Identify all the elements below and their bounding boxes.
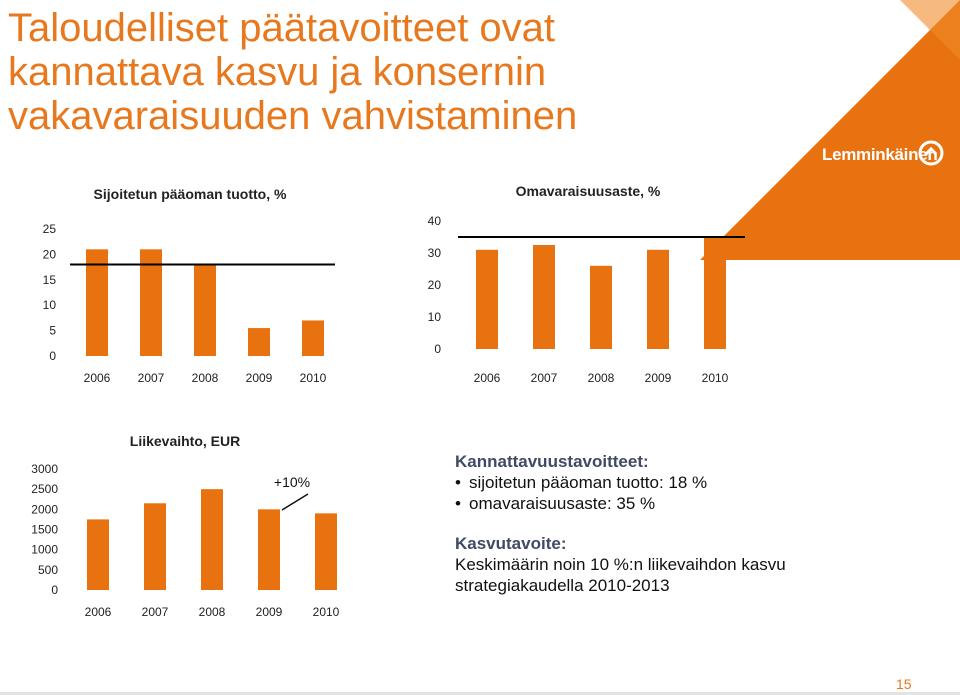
y-tick-label: 10: [428, 310, 442, 324]
bullet-item: • omavaraisuusaste: 35 %: [455, 493, 935, 514]
bar-2006: [476, 249, 498, 349]
growth-annotation: +10%: [274, 474, 310, 490]
y-tick-label: 0: [51, 583, 58, 597]
bar-2007: [140, 249, 162, 356]
y-tick-label: 40: [428, 214, 442, 228]
chart-title: Sijoitetun pääoman tuotto, %: [94, 186, 287, 202]
bar-2007: [533, 245, 555, 349]
bullet-text: omavaraisuusaste: 35 %: [469, 494, 656, 513]
y-tick-label: 10: [43, 298, 57, 312]
logo-background: [700, 0, 960, 260]
bar-2008: [201, 489, 223, 590]
y-tick-label: 500: [38, 563, 58, 577]
bullet-text: sijoitetun pääoman tuotto: 18 %: [469, 473, 708, 492]
x-tick-label: 2006: [84, 371, 111, 385]
y-tick-label: 20: [43, 247, 57, 261]
y-tick-label: 5: [49, 324, 56, 338]
annotation-arrow: [281, 493, 309, 511]
x-tick-label: 2010: [702, 371, 729, 385]
y-tick-label: 15: [43, 273, 57, 287]
title-line-1: Taloudelliset päätavoitteet ovat: [8, 6, 556, 50]
bar-2009: [248, 328, 270, 356]
x-tick-label: 2006: [474, 371, 501, 385]
y-tick-label: 1500: [31, 523, 58, 537]
y-tick-label: 20: [428, 278, 442, 292]
y-tick-label: 2500: [31, 482, 58, 496]
profitability-heading: Kannattavuustavoitteet:: [455, 452, 649, 471]
company-logo: Lemminkäinen: [822, 145, 938, 164]
y-tick-label: 30: [428, 246, 442, 260]
bar-2010: [302, 320, 324, 356]
x-tick-label: 2009: [256, 605, 283, 619]
x-tick-label: 2007: [531, 371, 558, 385]
page-title: Taloudelliset päätavoitteet ovat kannatt…: [8, 6, 728, 138]
y-tick-label: 1000: [31, 543, 58, 557]
bar-2009: [258, 509, 280, 590]
bar-2008: [590, 265, 612, 349]
x-tick-label: 2008: [192, 371, 219, 385]
y-tick-label: 25: [43, 222, 57, 236]
x-tick-label: 2007: [142, 605, 169, 619]
bar-2006: [86, 249, 108, 356]
chart-title: Liikevaihto, EUR: [130, 433, 240, 449]
chart-title: Omavaraisuusaste, %: [516, 183, 661, 199]
x-tick-label: 2009: [645, 371, 672, 385]
bar-2007: [144, 503, 166, 590]
x-tick-label: 2006: [85, 605, 112, 619]
footer-divider: [0, 692, 960, 695]
y-tick-label: 2000: [31, 502, 58, 516]
x-tick-label: 2007: [138, 371, 165, 385]
title-line-3: vakavaraisuuden vahvistaminen: [8, 94, 578, 138]
x-tick-label: 2008: [199, 605, 226, 619]
bullet-dot-icon: •: [455, 494, 461, 513]
bar-2006: [87, 519, 109, 590]
title-line-2: kannattava kasvu ja konsernin: [8, 50, 547, 94]
x-tick-label: 2010: [313, 605, 340, 619]
y-tick-label: 3000: [31, 462, 58, 476]
page-number: 15: [896, 676, 912, 692]
y-tick-label: 0: [49, 349, 56, 363]
bar-2009: [647, 249, 669, 349]
x-tick-label: 2009: [246, 371, 273, 385]
x-tick-label: 2008: [588, 371, 615, 385]
growth-line: strategiakaudella 2010-2013: [455, 576, 670, 595]
x-tick-label: 2010: [300, 371, 327, 385]
bar-2010: [315, 513, 337, 590]
bullet-dot-icon: •: [455, 473, 461, 492]
targets-panel: Kannattavuustavoitteet: • sijoitetun pääo…: [455, 452, 935, 596]
bar-2008: [194, 264, 216, 356]
growth-line: Keskimäärin noin 10 %:n liikevaihdon kas…: [455, 555, 786, 574]
logo-mark-icon: [918, 140, 944, 166]
y-tick-label: 0: [434, 342, 441, 356]
bullet-item: • sijoitetun pääoman tuotto: 18 %: [455, 472, 935, 493]
growth-heading: Kasvutavoite:: [455, 534, 567, 553]
bar-2010: [704, 237, 726, 349]
